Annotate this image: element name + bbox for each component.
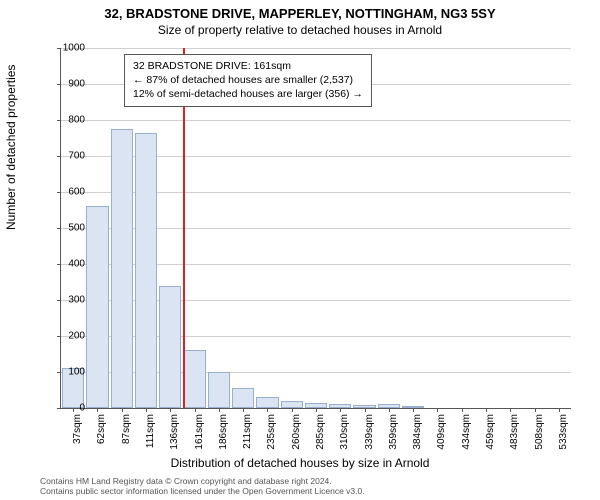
ytick-label: 400 bbox=[45, 259, 85, 270]
gridline bbox=[61, 120, 571, 121]
xtick-label: 285sqm bbox=[315, 414, 326, 454]
ytick-label: 500 bbox=[45, 223, 85, 234]
bar bbox=[281, 401, 303, 408]
infobox-line1: 32 BRADSTONE DRIVE: 161sqm bbox=[133, 59, 363, 73]
bar bbox=[135, 133, 157, 408]
chart-container: 32, BRADSTONE DRIVE, MAPPERLEY, NOTTINGH… bbox=[0, 0, 600, 500]
xtick-label: 260sqm bbox=[291, 414, 302, 454]
xtick-mark bbox=[195, 408, 196, 412]
xtick-label: 161sqm bbox=[194, 414, 205, 454]
xtick-label: 136sqm bbox=[169, 414, 180, 454]
x-axis-label: Distribution of detached houses by size … bbox=[0, 456, 600, 470]
xtick-mark bbox=[365, 408, 366, 412]
xtick-label: 339sqm bbox=[364, 414, 375, 454]
ytick-label: 300 bbox=[45, 295, 85, 306]
xtick-mark bbox=[243, 408, 244, 412]
ytick-label: 900 bbox=[45, 79, 85, 90]
credit-line1: Contains HM Land Registry data © Crown c… bbox=[40, 476, 365, 486]
xtick-label: 359sqm bbox=[388, 414, 399, 454]
xtick-mark bbox=[437, 408, 438, 412]
bar bbox=[232, 388, 254, 408]
bar bbox=[86, 206, 108, 408]
xtick-label: 434sqm bbox=[461, 414, 472, 454]
xtick-label: 384sqm bbox=[412, 414, 423, 454]
ytick-label: 700 bbox=[45, 151, 85, 162]
bar bbox=[111, 129, 133, 408]
xtick-mark bbox=[170, 408, 171, 412]
xtick-label: 459sqm bbox=[485, 414, 496, 454]
chart-title: 32, BRADSTONE DRIVE, MAPPERLEY, NOTTINGH… bbox=[0, 0, 600, 21]
xtick-label: 62sqm bbox=[96, 414, 107, 454]
xtick-label: 409sqm bbox=[436, 414, 447, 454]
xtick-mark bbox=[462, 408, 463, 412]
xtick-mark bbox=[146, 408, 147, 412]
xtick-mark bbox=[122, 408, 123, 412]
credit-line2: Contains public sector information licen… bbox=[40, 486, 365, 496]
chart-subtitle: Size of property relative to detached ho… bbox=[0, 21, 600, 37]
xtick-label: 111sqm bbox=[145, 414, 156, 454]
xtick-mark bbox=[535, 408, 536, 412]
infobox-line3: 12% of semi-detached houses are larger (… bbox=[133, 87, 363, 101]
xtick-label: 483sqm bbox=[509, 414, 520, 454]
ytick-label: 1000 bbox=[45, 43, 85, 54]
ytick-label: 600 bbox=[45, 187, 85, 198]
xtick-label: 235sqm bbox=[266, 414, 277, 454]
xtick-label: 87sqm bbox=[121, 414, 132, 454]
xtick-mark bbox=[292, 408, 293, 412]
gridline bbox=[61, 48, 571, 49]
info-box: 32 BRADSTONE DRIVE: 161sqm ← 87% of deta… bbox=[124, 54, 372, 107]
xtick-mark bbox=[340, 408, 341, 412]
xtick-label: 533sqm bbox=[558, 414, 569, 454]
infobox-line2: ← 87% of detached houses are smaller (2,… bbox=[133, 73, 363, 87]
xtick-mark bbox=[316, 408, 317, 412]
bar bbox=[159, 286, 181, 408]
xtick-mark bbox=[413, 408, 414, 412]
bar bbox=[256, 397, 278, 408]
xtick-mark bbox=[267, 408, 268, 412]
xtick-mark bbox=[510, 408, 511, 412]
bar bbox=[183, 350, 205, 408]
xtick-mark bbox=[559, 408, 560, 412]
xtick-mark bbox=[97, 408, 98, 412]
credit-text: Contains HM Land Registry data © Crown c… bbox=[40, 476, 365, 496]
chart-area: 32 BRADSTONE DRIVE: 161sqm ← 87% of deta… bbox=[60, 48, 570, 408]
xtick-label: 37sqm bbox=[72, 414, 83, 454]
xtick-label: 508sqm bbox=[534, 414, 545, 454]
bar bbox=[208, 372, 230, 408]
xtick-label: 310sqm bbox=[339, 414, 350, 454]
ytick-label: 100 bbox=[45, 367, 85, 378]
ytick-label: 200 bbox=[45, 331, 85, 342]
ytick-label: 0 bbox=[45, 403, 85, 414]
xtick-mark bbox=[389, 408, 390, 412]
xtick-mark bbox=[219, 408, 220, 412]
ytick-label: 800 bbox=[45, 115, 85, 126]
xtick-mark bbox=[486, 408, 487, 412]
xtick-label: 211sqm bbox=[242, 414, 253, 454]
xtick-label: 186sqm bbox=[218, 414, 229, 454]
y-axis-label: Number of detached properties bbox=[4, 65, 18, 230]
